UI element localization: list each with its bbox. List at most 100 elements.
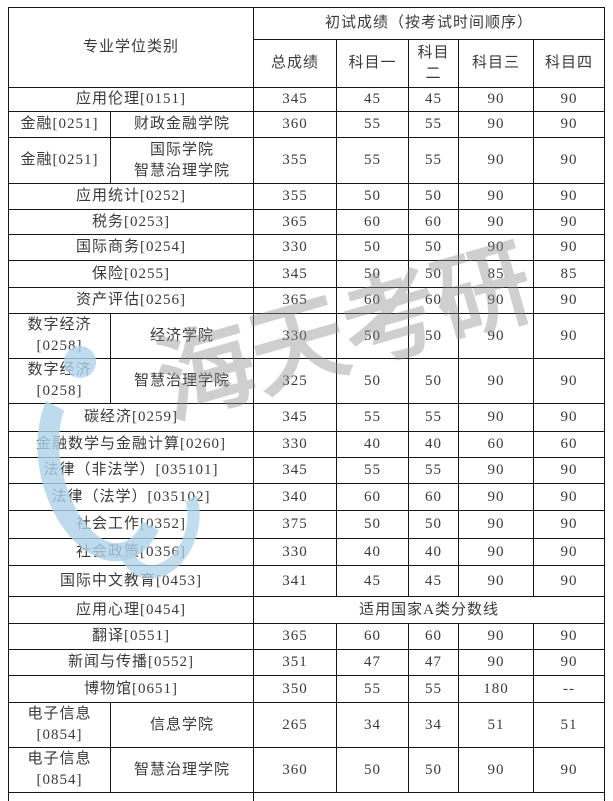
score-table-body: 应用伦理[0151] 345 45 45 90 90 金融[0251] 财政金融学院 360 55… xyxy=(7,87,606,801)
score-cell: 90 xyxy=(533,538,606,566)
table-row: 碳经济[0259] 345 55 55 90 90 xyxy=(7,403,606,432)
score-cell: 325 xyxy=(253,358,338,404)
score-cell: 55 xyxy=(408,403,460,432)
score-cell: 50 xyxy=(408,510,460,539)
category-cell: 法律（法学）[035102] xyxy=(7,483,255,511)
score-cell: 330 xyxy=(253,313,338,359)
score-cell: 90 xyxy=(458,209,535,235)
score-cell: 90 xyxy=(533,483,606,511)
table-row: 金融[0251] 国际学院 智慧治理学院 355 55 55 90 90 xyxy=(8,137,606,184)
score-cell: 50 xyxy=(336,747,410,793)
score-cell: 45 xyxy=(336,565,410,597)
table-row: 数字经济 [0258] 经济学院 330 50 50 90 90 xyxy=(8,313,606,359)
table-row xyxy=(7,792,606,801)
category-cell: 碳经济[0259] xyxy=(7,403,255,432)
score-cell: 341 xyxy=(253,565,338,597)
category-cell: 税务[0253] xyxy=(7,209,255,235)
score-cell: 345 xyxy=(253,87,338,112)
category-cell: 新闻与传播[0552] xyxy=(7,649,255,676)
score-cell: 60 xyxy=(408,623,460,650)
category-cell: 国际中文教育[0453] xyxy=(7,565,255,597)
table-row: 翻译[0551] 365 60 60 90 90 xyxy=(7,623,606,650)
score-cell: 365 xyxy=(253,287,338,314)
college-cell: 信息学院 xyxy=(109,702,255,748)
score-cell: 90 xyxy=(533,403,606,432)
score-cell: 50 xyxy=(336,313,410,359)
score-cell: 90 xyxy=(458,747,535,793)
score-cell: 45 xyxy=(408,565,460,597)
score-cell: 90 xyxy=(533,111,606,138)
score-cell: 50 xyxy=(408,747,460,793)
score-cell: 90 xyxy=(458,137,535,184)
table-row: 税务[0253] 365 60 60 90 90 xyxy=(7,209,606,235)
score-cell: 50 xyxy=(336,234,410,261)
table-row: 法律（法学）[035102] 340 60 60 90 90 xyxy=(7,483,606,511)
score-cell: 90 xyxy=(458,483,535,511)
score-cell: 365 xyxy=(253,623,338,650)
score-cell: 60 xyxy=(533,431,606,458)
score-cell: 45 xyxy=(408,87,460,112)
score-cell: 47 xyxy=(336,649,410,676)
score-cell: 90 xyxy=(458,457,535,484)
column-header-subject1: 科目一 xyxy=(336,39,410,88)
category-cell: 社会政策[0356] xyxy=(7,538,255,566)
category-cell: 数字经济 [0258] xyxy=(8,313,111,359)
table-row: 数字经济 [0258] 智慧治理学院 325 50 50 90 90 xyxy=(8,358,606,404)
score-cell: 90 xyxy=(533,287,606,314)
score-cell: 40 xyxy=(408,538,460,566)
score-cell: 355 xyxy=(253,183,338,210)
score-cell: 360 xyxy=(253,111,338,138)
score-cell: 50 xyxy=(408,234,460,261)
category-cell: 数字经济 [0258] xyxy=(8,358,111,404)
score-cell: 50 xyxy=(336,358,410,404)
score-cell: 34 xyxy=(336,702,410,748)
score-cell: 55 xyxy=(408,675,460,703)
score-cell: 55 xyxy=(336,675,410,703)
category-cell: 应用伦理[0151] xyxy=(7,87,255,112)
score-cell: 90 xyxy=(458,510,535,539)
score-cell: 90 xyxy=(533,209,606,235)
score-cell: 330 xyxy=(253,234,338,261)
score-cell: 40 xyxy=(408,431,460,458)
score-cell: 50 xyxy=(408,313,460,359)
category-cell: 电子信息 [0854] xyxy=(8,702,111,748)
category-cell: 社会工作[0352] xyxy=(7,510,255,539)
score-cell: 55 xyxy=(336,403,410,432)
header-row-group: 专业学位类别 初试成绩（按考试时间顺序） xyxy=(7,7,606,88)
note-cell: 适用国家A类分数线 xyxy=(253,596,606,624)
score-cell: 330 xyxy=(253,431,338,458)
score-cell: 265 xyxy=(253,702,338,748)
column-header-subject2: 科目二 xyxy=(408,39,460,88)
table-row: 金融[0251] 财政金融学院 360 55 55 90 90 xyxy=(8,111,606,138)
score-cell: 50 xyxy=(408,260,460,288)
score-cell: 60 xyxy=(336,209,410,235)
score-cell: 180 xyxy=(458,675,535,703)
score-group-header: 初试成绩（按考试时间顺序） xyxy=(253,7,606,40)
score-cell: 90 xyxy=(533,649,606,676)
table-row: 社会工作[0352] 375 50 50 90 90 xyxy=(7,510,606,539)
score-cell: 40 xyxy=(336,538,410,566)
college-cell: 经济学院 xyxy=(109,313,255,359)
score-cell: 90 xyxy=(458,623,535,650)
score-cell: 90 xyxy=(458,565,535,597)
score-cell: 90 xyxy=(458,313,535,359)
score-cell: 51 xyxy=(533,702,606,748)
score-cell: 90 xyxy=(458,538,535,566)
note-cell xyxy=(253,792,606,801)
college-cell: 智慧治理学院 xyxy=(109,747,255,793)
category-cell: 应用心理[0454] xyxy=(7,596,255,624)
category-cell: 电子信息 [0854] xyxy=(8,747,111,793)
category-cell: 翻译[0551] xyxy=(7,623,255,650)
category-column-header: 专业学位类别 xyxy=(7,7,255,88)
column-header-subject3: 科目三 xyxy=(458,39,535,88)
score-cell: 60 xyxy=(408,287,460,314)
score-cell: 55 xyxy=(408,111,460,138)
table-row: 资产评估[0256] 365 60 60 90 90 xyxy=(7,287,606,314)
score-cell: 350 xyxy=(253,675,338,703)
table-row: 社会政策[0356] 330 40 40 90 90 xyxy=(7,538,606,566)
table-row: 电子信息 [0854] 智慧治理学院 360 50 50 90 90 xyxy=(8,747,606,793)
score-cell: 34 xyxy=(408,702,460,748)
score-cell: 90 xyxy=(458,287,535,314)
score-cell: 351 xyxy=(253,649,338,676)
